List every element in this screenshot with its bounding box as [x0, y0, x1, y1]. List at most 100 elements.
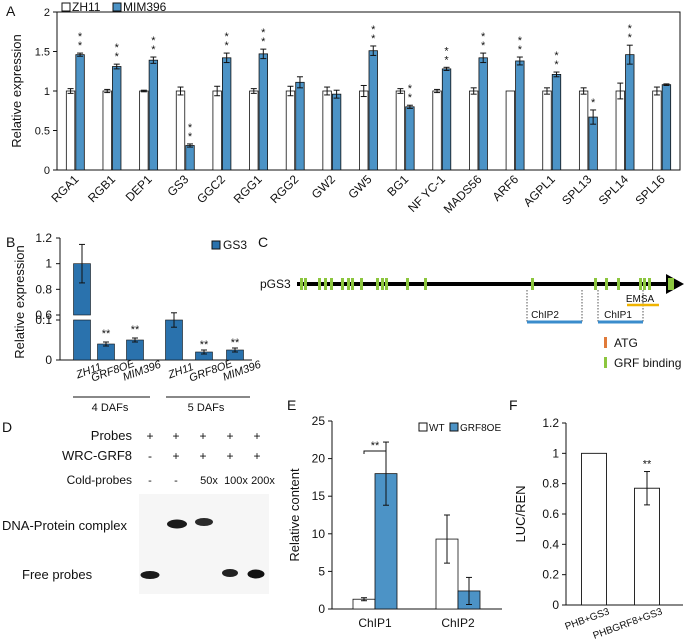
panel-a-sig-2-1: *	[151, 35, 156, 47]
panel-a-sig-13-0: *	[554, 59, 559, 71]
bar-zh11-4	[212, 90, 222, 171]
bar-zh11-13	[542, 90, 552, 171]
panel-a-ytick-label: 0.5	[35, 126, 50, 138]
panel-d-lane-grf8-4: +	[253, 449, 260, 463]
panel-a-legend-label-mim396: MIM396	[123, 0, 167, 14]
panel-e-ytick-label: 5	[318, 564, 325, 578]
panel-c-grf-motif-14	[531, 278, 534, 290]
panel-b-ytick-label: 0.6	[35, 308, 52, 322]
bar-zh11-9	[395, 90, 406, 171]
bar-zh11-1	[102, 90, 112, 171]
panel-b-ytick-label: 0.8	[35, 282, 52, 296]
panel-a-category-label: BG1	[384, 172, 411, 199]
panel-d-row-label-grf8: WRC-GRF8	[62, 448, 132, 463]
panel-e-ytick-label: 10	[312, 527, 326, 541]
panel-f-bar-1	[634, 487, 660, 606]
panel-c-grf-motif-16	[605, 278, 608, 290]
panel-a-category-label: MADS56	[441, 172, 485, 216]
panel-a-category-label: RGG1	[231, 172, 265, 206]
panel-a-category-label: SPL16	[632, 172, 668, 208]
panel-f-ytick-label: 0.2	[542, 568, 559, 582]
panel-b-group-label-1: 4 DAFs	[92, 402, 129, 414]
panel-e-category-label: ChIP2	[441, 616, 475, 630]
panel-d-lane-grf8-2: +	[199, 449, 206, 463]
panel-c-grf-motif-5	[341, 278, 344, 290]
panel-a-legend-swatch-mim396	[112, 2, 122, 12]
panel-f-sig-1: **	[643, 459, 652, 471]
panel-label-d: D	[2, 419, 12, 435]
bar-mim396-15	[625, 54, 635, 171]
bar-zh11-5	[249, 90, 259, 171]
panel-f-bar-0	[581, 452, 607, 606]
panel-a-sig-13-1: *	[554, 50, 559, 62]
panel-a-category-label: GW5	[345, 172, 374, 201]
panel-e-sig-label: **	[371, 440, 380, 452]
bar-zh11-6	[285, 90, 296, 171]
panel-c-chip2-label: ChIP2	[531, 310, 559, 321]
panel-c-grf-motif-19	[643, 278, 646, 290]
bar-mim396-14	[588, 116, 598, 171]
panel-a-category-label: AGPL1	[521, 172, 558, 209]
panel-c-grf-motif-4	[330, 278, 333, 290]
panel-c-grf-motif-11	[385, 278, 388, 290]
panel-c-grf-motif-20	[648, 278, 651, 290]
panel-a-category-label: DEP1	[123, 172, 155, 204]
panel-d-lane-cold-2: 50x	[200, 475, 218, 487]
panel-e-category-label: ChIP1	[358, 616, 392, 630]
panel-c-grf-motif-6	[347, 278, 350, 290]
panel-label-f: F	[509, 397, 518, 413]
panel-b-legend-label: GS3	[223, 238, 247, 252]
panel-e-legend-swatch-grf8oe	[449, 422, 459, 432]
panel-label-c: C	[258, 234, 268, 250]
panel-a-legend-label-zh11: ZH11	[72, 0, 101, 14]
panel-b-bar-2	[126, 339, 144, 361]
bar-zh11-3	[175, 90, 186, 171]
panel-d-lane-cold-0: -	[148, 475, 152, 487]
panel-a-sig-3-1: *	[188, 122, 193, 134]
panel-f-ylabel: LUC/REN	[513, 485, 528, 542]
panel-e-legend-swatch-wt	[418, 422, 428, 432]
panel-a-sig-3-0: *	[188, 131, 193, 143]
panel-a-category-label: ARF6	[490, 172, 522, 204]
panel-a-category-label: SPL13	[559, 172, 595, 208]
bar-mim396-11	[478, 57, 488, 171]
panel-label-b: B	[6, 234, 15, 250]
panel-a-category-label: RGG2	[267, 172, 301, 206]
panel-f-ytick-label: 0.8	[542, 477, 559, 491]
panel-e-sig-bracket	[363, 450, 387, 454]
panel-b-ytick-label: 1	[45, 257, 52, 271]
panel-c-construct-label: pGS3	[260, 277, 291, 291]
panel-e-legend-label-grf8oe: GRF8OE	[460, 423, 501, 434]
bar-mim396-3	[185, 145, 195, 171]
bar-mim396-10	[441, 68, 452, 171]
panel-d-lane-cold-4: 200x	[251, 475, 275, 487]
panel-d-free-band-5	[247, 569, 265, 579]
panel-c-grf-motif-10	[381, 278, 384, 290]
panel-d-complex-band-2	[195, 518, 213, 526]
panel-d-lane-grf8-3: +	[226, 449, 233, 463]
panel-f-ytick-label: 0.6	[542, 507, 559, 521]
panel-label-a: A	[6, 3, 16, 19]
panel-c-grf-motif-18	[639, 278, 642, 290]
panel-e-chart: 0 5 10 15 20 25 Relative content WT GRF8OE ChIP1 C…	[287, 414, 502, 630]
panel-a-sig-15-0: *	[628, 32, 633, 44]
panel-c-grf-motif-0	[300, 278, 303, 290]
panel-b-ylabel: Relative expression	[12, 245, 27, 358]
panel-a-ylabel: Relative expression	[9, 34, 24, 147]
panel-c-emsa-label: EMSA	[626, 294, 655, 305]
panel-d-lane-grf8-0: -	[148, 449, 152, 463]
panel-f-ytick-label: 1	[552, 446, 559, 460]
bar-mim396-2	[148, 59, 159, 171]
panel-d-lane-probes-3: +	[226, 429, 233, 443]
panel-d-lane-probes-0: +	[146, 429, 153, 443]
panel-a-ytick-label: 1.5	[35, 47, 50, 59]
panel-c-legend-atg-swatch	[604, 337, 607, 348]
panel-c-grf-motif-12	[406, 278, 409, 290]
panel-c-grf-motif-22	[671, 278, 674, 290]
panel-a-category-label: SPL14	[596, 172, 632, 208]
panel-a-sig-11-0: *	[481, 40, 486, 52]
bar-zh11-12	[505, 90, 515, 171]
panel-a-sig-0-0: *	[78, 40, 83, 52]
